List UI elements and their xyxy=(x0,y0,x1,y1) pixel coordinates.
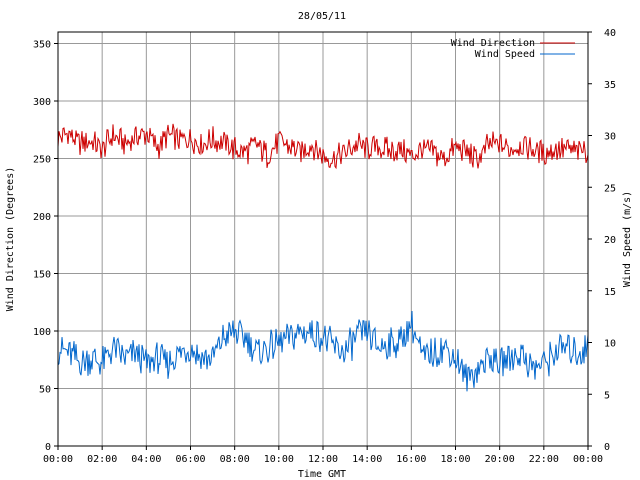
legend-label: Wind Direction xyxy=(451,38,535,49)
x-tick-label: 00:00 xyxy=(43,454,73,465)
series-line-wind-direction xyxy=(57,123,589,170)
y-left-tick-label: 100 xyxy=(33,327,51,338)
x-tick-label: 14:00 xyxy=(352,454,382,465)
y-right-tick-label: 10 xyxy=(604,339,616,350)
y-right-tick-label: 0 xyxy=(604,442,610,453)
y-left-tick-label: 0 xyxy=(45,442,51,453)
x-tick-label: 10:00 xyxy=(264,454,294,465)
x-axis: 00:00 02:00 04:00 06:00 08:00 10:00 12:00 14:00… xyxy=(43,446,603,465)
x-tick-label: 00:00 xyxy=(573,454,603,465)
series-layer xyxy=(57,123,589,392)
y-left-tick-label: 300 xyxy=(33,97,51,108)
y-left-tick-label: 350 xyxy=(33,40,51,51)
legend-label: Wind Speed xyxy=(475,49,535,60)
y-axis-left-label: Wind Direction (Degrees) xyxy=(5,167,16,312)
y-right-tick-label: 25 xyxy=(604,183,616,194)
chart-title: 28/05/11 xyxy=(298,11,346,22)
y-right-tick-label: 5 xyxy=(604,390,610,401)
x-tick-label: 16:00 xyxy=(396,454,426,465)
y-axis-left: 0 50 100 150 200 250 300 350 xyxy=(33,40,58,453)
y-left-tick-label: 200 xyxy=(33,212,51,223)
x-axis-label: Time GMT xyxy=(298,469,346,480)
y-right-tick-label: 30 xyxy=(604,132,616,143)
x-tick-label: 22:00 xyxy=(529,454,559,465)
x-tick-label: 02:00 xyxy=(87,454,117,465)
y-axis-right: 0 5 10 15 20 25 30 35 40 xyxy=(588,28,616,453)
series-line-wind-speed xyxy=(57,310,589,392)
y-right-tick-label: 20 xyxy=(604,235,616,246)
y-left-tick-label: 150 xyxy=(33,270,51,281)
y-left-tick-label: 50 xyxy=(39,385,51,396)
x-tick-label: 06:00 xyxy=(175,454,205,465)
y-right-tick-label: 35 xyxy=(604,80,616,91)
x-tick-label: 18:00 xyxy=(440,454,470,465)
x-tick-label: 08:00 xyxy=(220,454,250,465)
y-axis-right-label: Wind Speed (m/s) xyxy=(622,191,633,287)
x-tick-label: 12:00 xyxy=(308,454,338,465)
x-tick-label: 20:00 xyxy=(485,454,515,465)
gridlines xyxy=(58,32,588,446)
y-right-tick-label: 40 xyxy=(604,28,616,39)
y-left-tick-label: 250 xyxy=(33,155,51,166)
y-right-tick-label: 15 xyxy=(604,287,616,298)
x-tick-label: 04:00 xyxy=(131,454,161,465)
